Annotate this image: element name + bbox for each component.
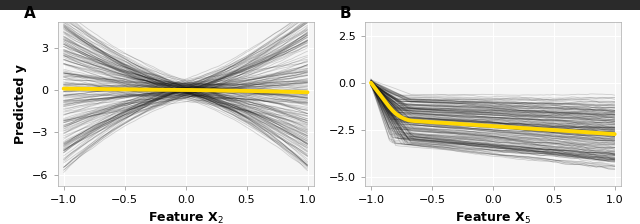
Text: A: A (24, 6, 36, 21)
Y-axis label: Predicted y: Predicted y (13, 64, 27, 144)
X-axis label: Feature X$_5$: Feature X$_5$ (455, 211, 531, 224)
X-axis label: Feature X$_2$: Feature X$_2$ (148, 211, 223, 224)
Text: B: B (339, 6, 351, 21)
